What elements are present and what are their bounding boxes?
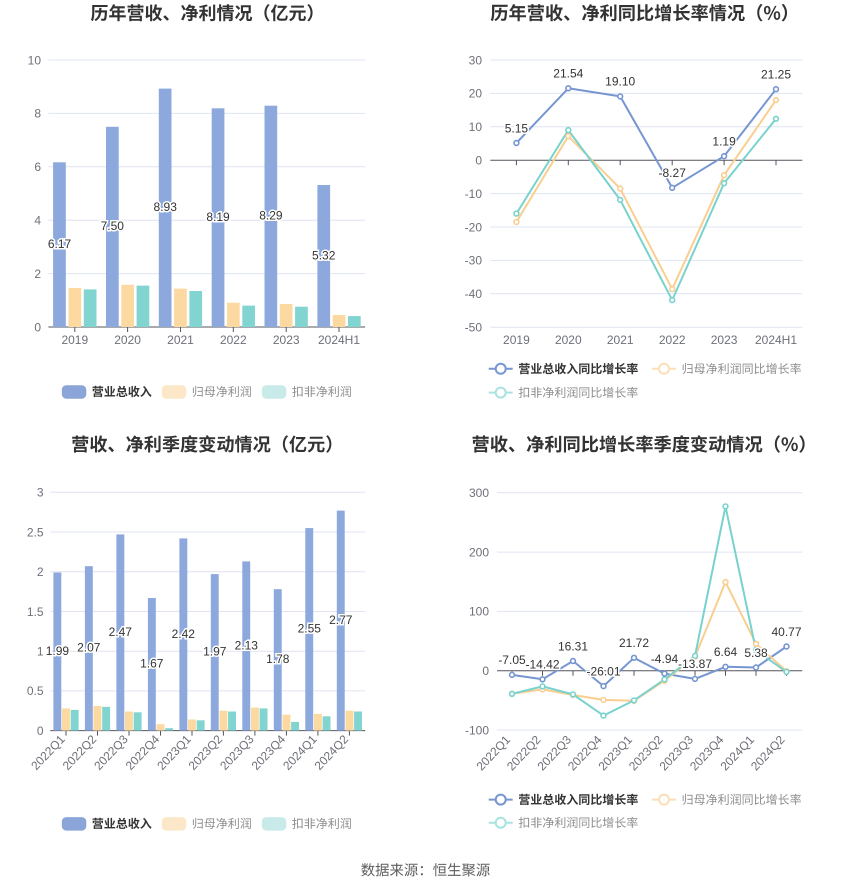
svg-text:2: 2	[34, 267, 41, 281]
svg-text:0: 0	[34, 320, 41, 334]
svg-text:6: 6	[34, 160, 41, 174]
svg-text:19.10: 19.10	[605, 75, 635, 89]
svg-text:21.72: 21.72	[619, 636, 649, 650]
svg-text:-4.94: -4.94	[651, 652, 679, 666]
svg-text:-14.42: -14.42	[525, 658, 559, 672]
svg-text:8.93: 8.93	[154, 200, 178, 214]
svg-text:0: 0	[475, 154, 482, 168]
svg-text:2.13: 2.13	[235, 638, 259, 652]
svg-text:5.15: 5.15	[505, 121, 529, 135]
svg-text:100: 100	[469, 605, 489, 619]
svg-text:5.38: 5.38	[744, 646, 768, 660]
svg-text:4: 4	[34, 214, 41, 228]
svg-text:-40: -40	[465, 287, 483, 301]
svg-text:2.55: 2.55	[298, 622, 322, 636]
svg-text:20: 20	[469, 87, 483, 101]
svg-text:-50: -50	[465, 321, 483, 335]
svg-text:1: 1	[37, 645, 44, 659]
svg-text:2023: 2023	[273, 333, 300, 347]
svg-text:2.47: 2.47	[109, 625, 133, 639]
svg-text:1.97: 1.97	[203, 645, 227, 659]
svg-text:21.25: 21.25	[761, 68, 791, 82]
svg-text:2: 2	[37, 565, 44, 579]
svg-text:-100: -100	[465, 723, 489, 737]
svg-text:2.5: 2.5	[27, 525, 44, 539]
svg-text:2023: 2023	[711, 333, 738, 347]
svg-text:0.5: 0.5	[27, 684, 44, 698]
svg-text:2024H1: 2024H1	[755, 333, 797, 347]
svg-text:10: 10	[469, 120, 483, 134]
svg-text:1.78: 1.78	[266, 652, 290, 666]
svg-text:2020: 2020	[114, 333, 141, 347]
svg-text:2020: 2020	[555, 333, 582, 347]
svg-text:2024H1: 2024H1	[318, 333, 360, 347]
svg-text:6.64: 6.64	[714, 645, 738, 659]
svg-text:-7.05: -7.05	[498, 653, 526, 667]
svg-text:2019: 2019	[503, 333, 530, 347]
svg-text:2022: 2022	[220, 333, 247, 347]
svg-text:7.50: 7.50	[101, 219, 125, 233]
svg-text:2019: 2019	[61, 333, 88, 347]
svg-text:30: 30	[469, 53, 483, 67]
svg-text:40.77: 40.77	[771, 625, 801, 639]
svg-text:2022: 2022	[659, 333, 686, 347]
svg-text:200: 200	[469, 545, 489, 559]
svg-text:16.31: 16.31	[558, 639, 588, 653]
svg-text:21.54: 21.54	[553, 67, 583, 81]
svg-text:300: 300	[469, 486, 489, 500]
svg-text:-26.01: -26.01	[586, 664, 620, 678]
svg-text:2.42: 2.42	[172, 627, 196, 641]
svg-text:-13.87: -13.87	[678, 657, 712, 671]
svg-text:10: 10	[28, 53, 42, 67]
svg-text:-30: -30	[465, 254, 483, 268]
svg-text:-8.27: -8.27	[659, 166, 687, 180]
svg-text:0: 0	[37, 724, 44, 738]
svg-text:2.07: 2.07	[77, 641, 101, 655]
svg-text:3: 3	[37, 486, 44, 500]
svg-text:1.19: 1.19	[712, 135, 736, 149]
svg-text:8.29: 8.29	[259, 209, 283, 223]
svg-text:0: 0	[482, 664, 489, 678]
svg-text:5.32: 5.32	[312, 248, 336, 262]
svg-text:6.17: 6.17	[48, 237, 72, 251]
svg-text:2021: 2021	[167, 333, 194, 347]
svg-text:8: 8	[34, 107, 41, 121]
svg-text:-20: -20	[465, 220, 483, 234]
svg-text:2.77: 2.77	[329, 613, 353, 627]
svg-text:-10: -10	[465, 187, 483, 201]
svg-text:1.5: 1.5	[27, 605, 44, 619]
svg-text:2021: 2021	[607, 333, 634, 347]
svg-text:8.19: 8.19	[206, 210, 230, 224]
svg-text:1.99: 1.99	[46, 644, 70, 658]
svg-text:1.67: 1.67	[140, 657, 164, 671]
